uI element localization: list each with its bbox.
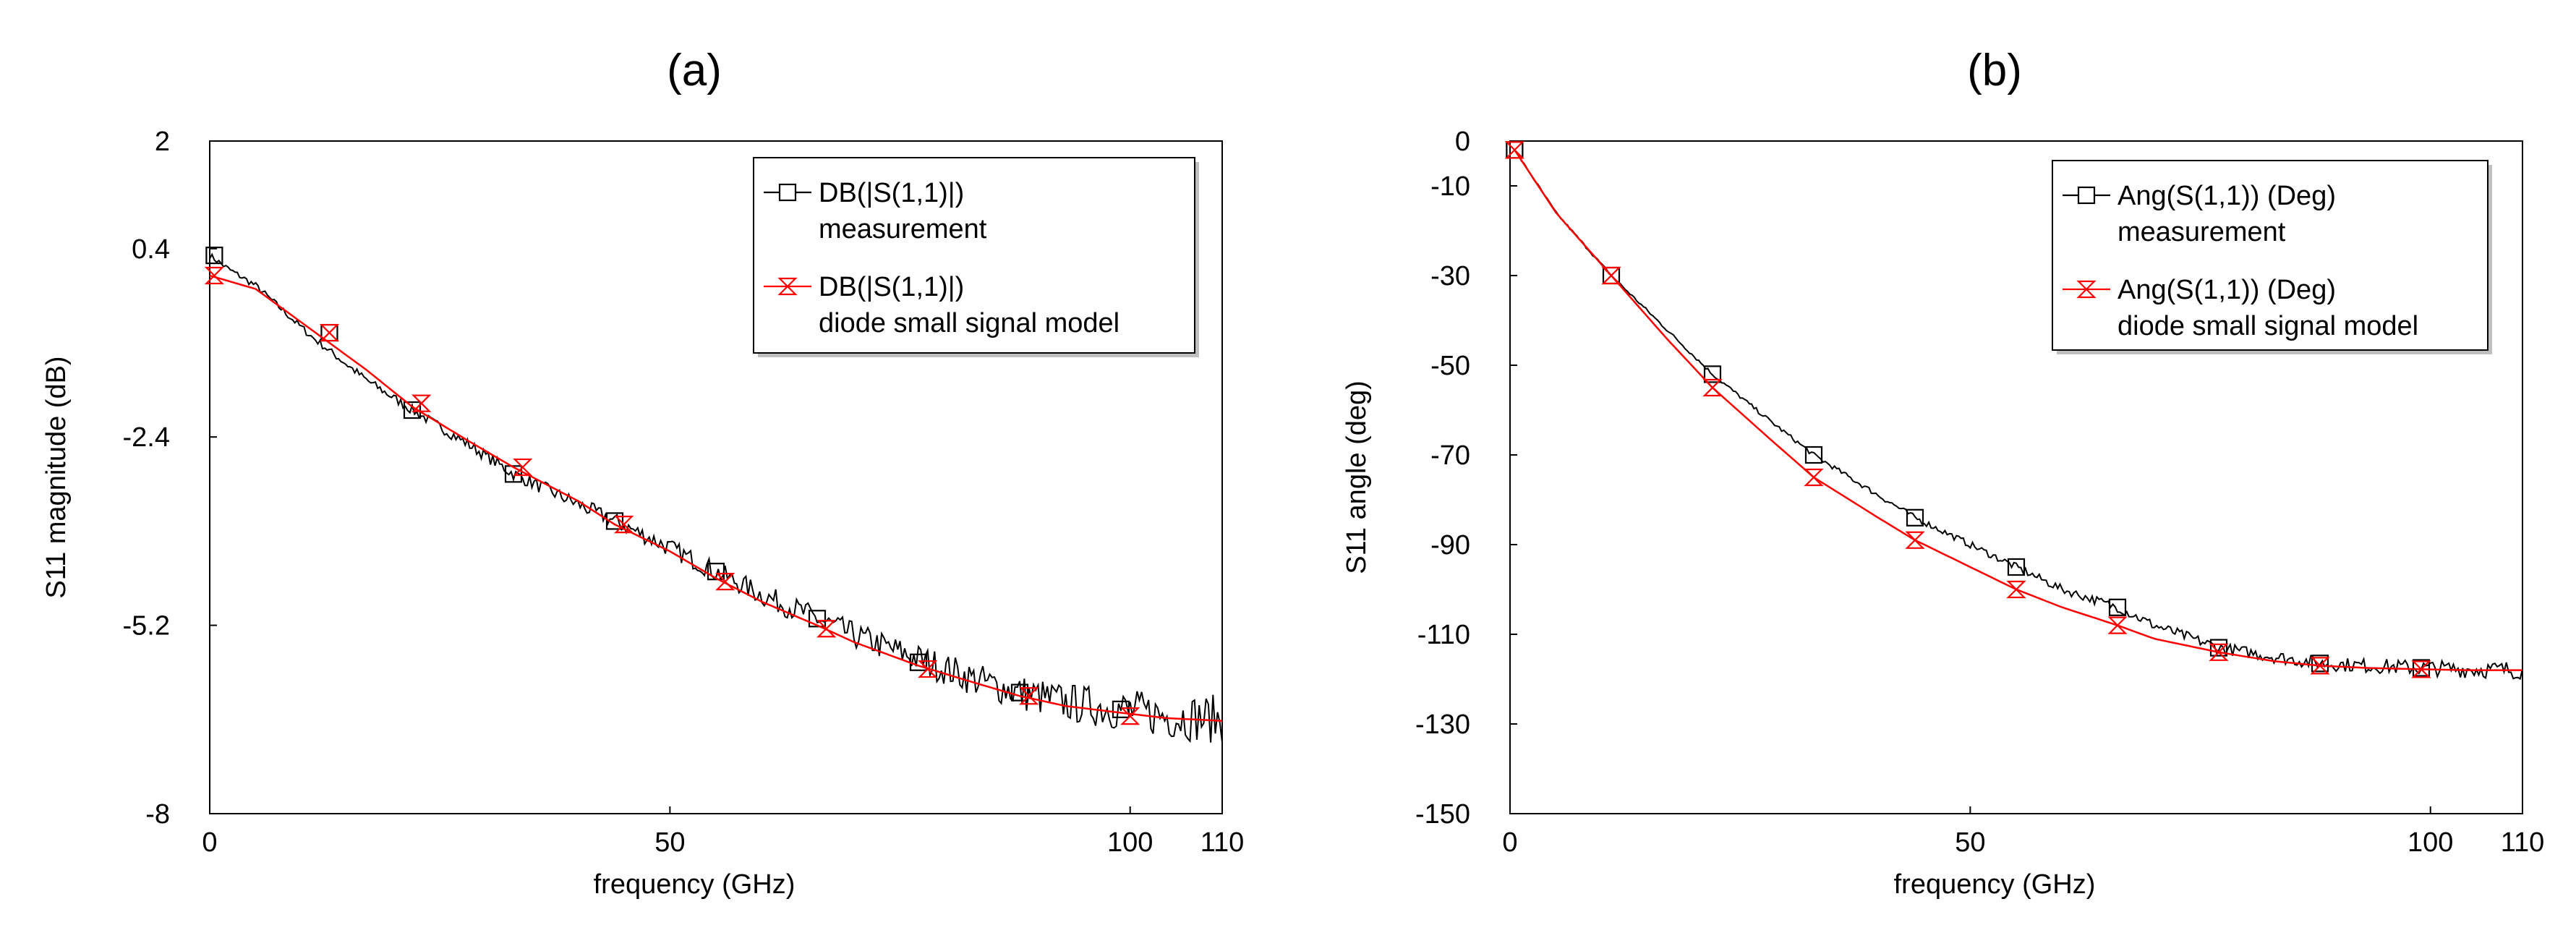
y-tick-label: -110 (1417, 620, 1470, 650)
measurement-marker (2311, 655, 2329, 673)
legend-box (753, 157, 1195, 354)
measurement-marker (205, 247, 223, 265)
measurement-marker (707, 563, 725, 581)
model-marker (204, 266, 225, 285)
measurement-marker (1906, 508, 1924, 527)
x-tick-label: 110 (2501, 827, 2545, 858)
legend-entry-sublabel: measurement (819, 214, 987, 244)
x-tick-label: 0 (202, 827, 217, 858)
measurement-marker (403, 401, 422, 419)
measurement-marker (1010, 683, 1029, 702)
plot-area-frame (209, 140, 1223, 814)
legend-entry-sublabel: diode small signal model (819, 308, 1119, 338)
measurement-marker (1112, 700, 1130, 718)
y-tick-label: -70 (1430, 440, 1470, 471)
model-marker (2310, 657, 2330, 675)
measurement-marker (1804, 446, 1823, 464)
y-tick-label: -130 (1415, 710, 1470, 740)
legend-marker-swatch (2077, 186, 2096, 205)
measurement-marker (605, 512, 624, 530)
chart-panel-b: (b) 0 50 100 110 0 -10 -30 -50 -70 -90 -110 -130 -150… (1342, 46, 2544, 900)
measurement-marker (2412, 659, 2431, 677)
model-marker (1804, 468, 1824, 487)
panel-label: (b) (1967, 46, 2022, 95)
model-marker (513, 458, 533, 477)
legend-entry-name: DB(|S(1,1)|) (819, 272, 964, 302)
model-marker (1504, 141, 1525, 159)
legend-entry-name: DB(|S(1,1)|) (819, 178, 964, 208)
x-tick-label: 50 (654, 827, 685, 858)
y-tick-label: -5.2 (123, 611, 170, 642)
legend-entry-sublabel: diode small signal model (2117, 311, 2418, 341)
x-tick-label: 50 (1955, 827, 1985, 858)
y-tick-label: 0 (1455, 127, 1470, 157)
measurement-marker (1703, 365, 1722, 383)
model-marker (411, 394, 432, 412)
model-marker (2107, 616, 2128, 634)
legend-marker-swatch (777, 277, 798, 296)
y-tick-label: -50 (1430, 351, 1470, 381)
chart-panel-a: (a) 0 50 100 110 2 0.4 -2.4 -5.2 -8 frequency (GHz… (41, 46, 1244, 900)
measurement-marker (504, 465, 523, 483)
model-series-line (1514, 149, 2522, 671)
model-marker (1702, 378, 1723, 397)
model-marker (1905, 531, 1925, 549)
y-tick-label: 0.4 (132, 234, 170, 265)
model-marker (1019, 687, 1039, 705)
x-tick-label: 100 (1107, 827, 1153, 858)
model-marker (816, 620, 837, 638)
model-marker (614, 516, 634, 534)
legend-marker-swatch (778, 183, 797, 202)
x-tick-label: 110 (1200, 827, 1245, 858)
measurement-marker (2209, 639, 2228, 657)
measurement-marker (808, 610, 827, 628)
x-tick-label: 100 (2407, 827, 2453, 858)
measurement-marker (2108, 598, 2127, 616)
x-axis-label: frequency (GHz) (594, 869, 796, 900)
measurement-series-line (1514, 150, 2523, 681)
y-axis-label: S11 magnitude (dB) (41, 356, 72, 598)
plot-area-frame (1509, 140, 2523, 814)
model-marker (1120, 707, 1140, 725)
legend-entry-name: Ang(S(1,1)) (Deg) (2117, 275, 2336, 305)
model-marker (2209, 643, 2229, 661)
model-marker (715, 573, 735, 591)
model-marker (1601, 266, 1621, 285)
legend-marker-swatch (2076, 280, 2097, 299)
model-series-line (209, 274, 1223, 722)
legend-entry-name: Ang(S(1,1)) (Deg) (2117, 181, 2336, 211)
panel-label: (a) (667, 46, 722, 95)
legend-entry-sublabel: measurement (2117, 217, 2286, 247)
y-tick-label: -2.4 (123, 422, 170, 453)
model-marker (2411, 660, 2431, 678)
model-marker (918, 660, 938, 678)
y-tick-label: 2 (155, 127, 170, 157)
y-tick-label: -90 (1430, 530, 1470, 561)
measurement-marker (2007, 558, 2026, 576)
model-marker (2006, 580, 2026, 599)
y-tick-label: -30 (1430, 261, 1470, 291)
model-marker (319, 323, 340, 342)
x-axis-label: frequency (GHz) (1894, 869, 2096, 900)
x-tick-label: 0 (1502, 827, 1517, 858)
legend-box (2052, 160, 2488, 351)
y-axis-label: S11 angle (deg) (1342, 380, 1372, 574)
y-tick-label: -8 (145, 799, 170, 830)
y-tick-label: -150 (1415, 799, 1470, 830)
y-tick-label: -10 (1430, 171, 1470, 202)
